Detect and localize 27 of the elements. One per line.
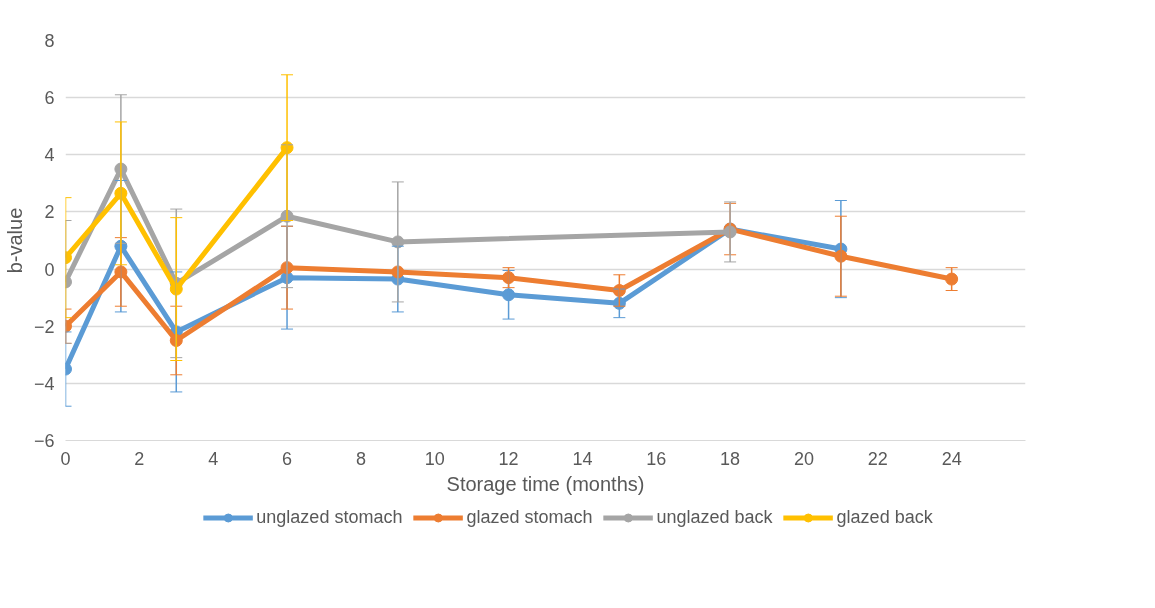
x-tick-label: 22 — [867, 448, 888, 469]
x-tick-label: 14 — [572, 448, 593, 469]
legend-label: unglazed stomach — [256, 506, 403, 528]
x-tick-label: 8 — [355, 448, 366, 469]
x-tick-label: 18 — [720, 448, 741, 469]
x-axis-title: Storage time (months) — [446, 472, 645, 495]
x-tick-label: 20 — [793, 448, 814, 469]
y-tick-label: 8 — [44, 31, 55, 51]
y-tick-label: −4 — [33, 373, 55, 394]
y-tick-label: 6 — [44, 88, 55, 109]
y-tick-label: −2 — [33, 316, 55, 337]
y-tick-label: 0 — [44, 259, 55, 280]
y-axis-title: b-value — [3, 207, 26, 274]
y-tick-label: −6 — [33, 431, 55, 451]
x-tick-label: 24 — [941, 448, 962, 469]
y-tick-label: 2 — [44, 202, 55, 223]
x-tick-label: 12 — [498, 448, 519, 469]
x-tick-label: 10 — [424, 448, 445, 469]
x-tick-label: 16 — [646, 448, 667, 469]
x-tick-label: 0 — [60, 448, 71, 469]
legend-label: glazed back — [836, 506, 933, 528]
x-tick-label: 6 — [282, 448, 293, 469]
x-tick-label: 4 — [208, 448, 219, 469]
legend-label: unglazed back — [656, 506, 773, 528]
x-tick-label: 2 — [134, 448, 145, 469]
legend-label: glazed stomach — [466, 506, 593, 528]
y-tick-label: 4 — [44, 145, 55, 166]
